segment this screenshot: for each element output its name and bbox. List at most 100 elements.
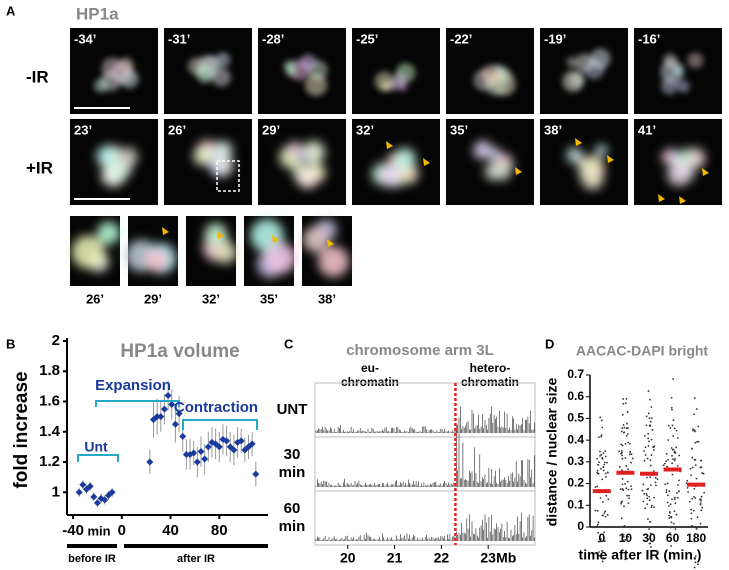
y-tick-label: 1.6 — [39, 392, 60, 409]
chromatin-blob — [581, 167, 604, 190]
row-label: UNT — [277, 401, 308, 418]
cloud-dot — [667, 439, 670, 441]
y-tick-label: 0 — [577, 519, 584, 533]
chromatin-blob — [667, 162, 691, 187]
cloud-dot — [651, 428, 654, 431]
panel-label: C — [284, 336, 294, 351]
cloud-dot — [627, 468, 629, 471]
cloud-dot — [676, 464, 679, 467]
cloud-dot — [599, 416, 602, 419]
cloud-dot — [625, 422, 628, 425]
cloud-dot — [597, 540, 600, 543]
chromatin-blob — [212, 140, 233, 161]
cloud-dot — [624, 538, 627, 541]
cloud-dot — [621, 454, 624, 457]
cloud-dot — [601, 478, 604, 481]
cloud-dot — [622, 533, 625, 536]
cloud-dot — [620, 452, 622, 455]
cloud-dot — [650, 546, 652, 548]
annotation: Contraction — [174, 399, 258, 416]
cloud-dot — [601, 514, 604, 517]
chromatin-blob — [117, 147, 138, 168]
cloud-dot — [670, 406, 673, 409]
data-point — [252, 470, 260, 478]
cloud-dot — [648, 417, 651, 420]
chromatin-blob — [678, 148, 693, 163]
cloud-dot — [666, 465, 668, 468]
y-tick-label: 0.7 — [567, 367, 584, 381]
cloud-dot — [662, 464, 665, 467]
chromatin-blob — [562, 70, 584, 93]
cloud-dot — [598, 554, 601, 557]
cloud-dot — [648, 520, 651, 523]
cloud-dot — [650, 504, 653, 507]
nucleus — [283, 54, 328, 97]
cloud-dot — [644, 507, 647, 510]
nucleus — [660, 52, 704, 95]
arrowhead — [575, 138, 582, 146]
chromatin-blob — [379, 164, 402, 187]
nucleus — [562, 48, 611, 93]
cloud-dot — [700, 509, 703, 512]
chromatin-blob — [298, 150, 309, 162]
cloud-dot — [670, 516, 673, 519]
cloud-dot — [603, 512, 606, 514]
cloud-dot — [622, 398, 625, 400]
cloud-dot — [644, 454, 647, 456]
row-label: +IR — [26, 158, 53, 177]
cloud-dot — [667, 494, 669, 497]
cloud-dot — [653, 506, 655, 509]
cloud-dot — [629, 451, 632, 453]
x-tick-label: 10 — [619, 531, 633, 545]
chromatin-blob — [393, 147, 416, 170]
cloud-dot — [624, 483, 626, 485]
cloud-dot — [700, 495, 703, 498]
cloud-dot — [668, 517, 671, 519]
cloud-dot — [625, 397, 628, 400]
cloud-dot — [618, 450, 621, 453]
cloud-dot — [630, 453, 633, 456]
track-frame — [314, 382, 536, 546]
cloud-dot — [607, 498, 610, 501]
data-point — [146, 458, 154, 466]
cloud-dot — [695, 408, 698, 410]
cloud-dot — [690, 474, 692, 477]
x-unit: Mb — [496, 550, 516, 566]
chart-title: AACAC-DAPI bright — [576, 343, 709, 359]
cloud-dot — [693, 429, 696, 432]
chromatin-blob — [473, 142, 490, 160]
cloud-dot — [621, 444, 624, 447]
time-label: -34’ — [74, 31, 96, 46]
chromatin-blob — [481, 64, 503, 86]
cloud-dot — [624, 457, 627, 459]
panel-label: B — [6, 336, 15, 351]
cloud-dot — [602, 452, 605, 455]
cloud-dot — [602, 466, 605, 469]
cloud-dot — [649, 398, 651, 401]
cloud-dot — [678, 490, 680, 493]
cloud-dot — [649, 476, 652, 479]
cloud-dot — [620, 517, 623, 520]
cloud-dot — [604, 540, 606, 542]
cloud-dot — [690, 517, 693, 520]
cloud-dot — [686, 479, 689, 482]
data-point — [153, 413, 161, 421]
cloud-dot — [671, 424, 674, 427]
cloud-dot — [672, 378, 675, 380]
data-point — [101, 496, 109, 504]
cloud-dot — [667, 458, 670, 461]
cloud-dot — [691, 466, 694, 469]
cloud-dot — [630, 488, 633, 491]
cloud-dot — [641, 489, 644, 492]
cloud-dot — [693, 413, 696, 416]
cloud-dot — [626, 427, 629, 429]
cloud-dot — [674, 502, 677, 505]
nucleus — [566, 144, 608, 190]
nucleus — [473, 140, 513, 181]
cloud-dot — [596, 469, 599, 472]
time-label: -16’ — [638, 31, 660, 46]
coverage-track — [315, 512, 535, 541]
cloud-dot — [692, 429, 694, 432]
cloud-dot — [620, 502, 622, 505]
nucleus — [279, 140, 326, 189]
